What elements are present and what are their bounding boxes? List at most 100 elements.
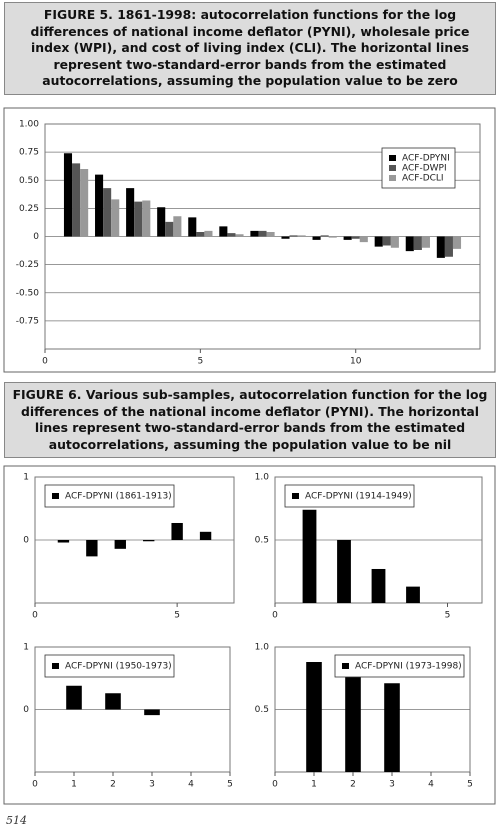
figure-6-caption: FIGURE 6. Various sub-samples, autocorre… bbox=[4, 382, 496, 458]
y-tick-label: 0.50 bbox=[19, 176, 39, 186]
legend-label: ACF-DPYNI (1861-1913) bbox=[65, 492, 172, 502]
bar bbox=[134, 201, 143, 237]
y-tick-label: 1 bbox=[23, 473, 29, 483]
bar bbox=[351, 236, 360, 239]
bar bbox=[444, 236, 453, 257]
bar bbox=[199, 531, 212, 540]
y-tick-label: 0 bbox=[33, 232, 39, 242]
caption-label: FIGURE 5. bbox=[43, 7, 113, 22]
x-tick-label: 4 bbox=[428, 780, 434, 790]
bar bbox=[302, 509, 317, 603]
x-tick-label: 4 bbox=[188, 780, 194, 790]
legend-swatch bbox=[52, 493, 59, 499]
bar bbox=[374, 236, 383, 247]
legend-swatch bbox=[389, 155, 396, 161]
y-tick-label: 0.75 bbox=[19, 148, 39, 158]
bar bbox=[390, 236, 399, 248]
bar bbox=[157, 207, 166, 237]
bar bbox=[413, 236, 422, 250]
bar bbox=[95, 174, 104, 237]
bar bbox=[421, 236, 430, 248]
legend-box bbox=[44, 484, 175, 508]
bar bbox=[86, 540, 98, 557]
legend-swatch bbox=[389, 165, 396, 171]
bar bbox=[57, 540, 70, 543]
x-tick-label: 5 bbox=[445, 611, 451, 621]
bar bbox=[384, 683, 400, 772]
y-tick-label: -0.25 bbox=[16, 260, 39, 270]
bar bbox=[328, 236, 337, 238]
bar bbox=[72, 163, 81, 237]
bar bbox=[66, 685, 82, 710]
x-tick-label: 5 bbox=[227, 780, 233, 790]
bar bbox=[250, 230, 259, 237]
bar bbox=[235, 234, 244, 237]
bar bbox=[371, 568, 386, 603]
legend-label: ACF-DPYNI (1914-1949) bbox=[305, 492, 412, 502]
legend-box bbox=[44, 654, 175, 678]
bar bbox=[382, 236, 391, 246]
bar bbox=[266, 232, 275, 237]
legend-swatch bbox=[342, 663, 349, 669]
y-tick-label: 0 bbox=[23, 705, 29, 715]
x-tick-label: 5 bbox=[467, 780, 473, 790]
figure-6-frame bbox=[3, 465, 496, 805]
x-tick-label: 5 bbox=[174, 611, 180, 621]
legend-label: ACF-DPYNI (1950-1973) bbox=[65, 662, 172, 672]
bar bbox=[204, 230, 213, 237]
bar bbox=[111, 199, 120, 237]
x-tick-label: 2 bbox=[350, 780, 356, 790]
legend-label: ACF-DCLI bbox=[402, 174, 444, 184]
y-tick-label: 1 bbox=[23, 643, 29, 653]
x-tick-label: 5 bbox=[197, 357, 203, 367]
bar bbox=[306, 662, 322, 772]
bar bbox=[103, 188, 112, 237]
y-tick-label: 1.00 bbox=[19, 120, 39, 130]
bar bbox=[289, 235, 298, 237]
legend-box bbox=[334, 654, 465, 678]
bar bbox=[297, 235, 306, 237]
bar bbox=[312, 236, 321, 240]
bar bbox=[281, 236, 290, 239]
legend-label: ACF-DPYNI bbox=[402, 154, 450, 164]
y-tick-label: 0.25 bbox=[19, 204, 39, 214]
y-tick-label: 1.0 bbox=[255, 643, 270, 653]
legend-swatch bbox=[52, 663, 59, 669]
y-tick-label: 0.5 bbox=[255, 536, 269, 546]
caption-label: FIGURE 6. bbox=[12, 387, 82, 402]
x-tick-label: 0 bbox=[32, 611, 38, 621]
bar bbox=[359, 236, 368, 243]
bar bbox=[188, 217, 197, 237]
legend-label: ACF-DWPI bbox=[402, 164, 447, 174]
bar bbox=[436, 236, 445, 258]
bar bbox=[165, 221, 174, 237]
figure-5-caption: FIGURE 5. 1861-1998: autocorrelation fun… bbox=[4, 2, 496, 95]
bar bbox=[171, 522, 183, 540]
caption-text: Various sub-samples, autocorrelation fun… bbox=[21, 387, 488, 452]
legend-box bbox=[284, 484, 415, 508]
x-tick-label: 1 bbox=[311, 780, 317, 790]
y-tick-label: -0.50 bbox=[16, 288, 40, 298]
figure-5-frame bbox=[3, 107, 496, 373]
bar bbox=[227, 233, 236, 237]
bar bbox=[80, 169, 89, 237]
bar bbox=[144, 709, 160, 716]
bar bbox=[406, 586, 420, 603]
bar bbox=[452, 236, 462, 249]
legend-box bbox=[381, 147, 456, 189]
bar bbox=[405, 236, 414, 252]
bar bbox=[343, 236, 352, 240]
x-tick-label: 3 bbox=[389, 780, 395, 790]
y-tick-label: -0.75 bbox=[16, 316, 39, 326]
y-tick-label: 0.5 bbox=[255, 705, 269, 715]
bar bbox=[320, 235, 329, 237]
bar bbox=[337, 540, 351, 603]
bar bbox=[219, 226, 228, 237]
x-tick-label: 0 bbox=[32, 780, 38, 790]
bar bbox=[142, 200, 151, 237]
caption-text: 1861-1998: autocorrelation functions for… bbox=[30, 7, 470, 88]
legend-swatch bbox=[389, 175, 396, 181]
bar bbox=[105, 693, 121, 710]
